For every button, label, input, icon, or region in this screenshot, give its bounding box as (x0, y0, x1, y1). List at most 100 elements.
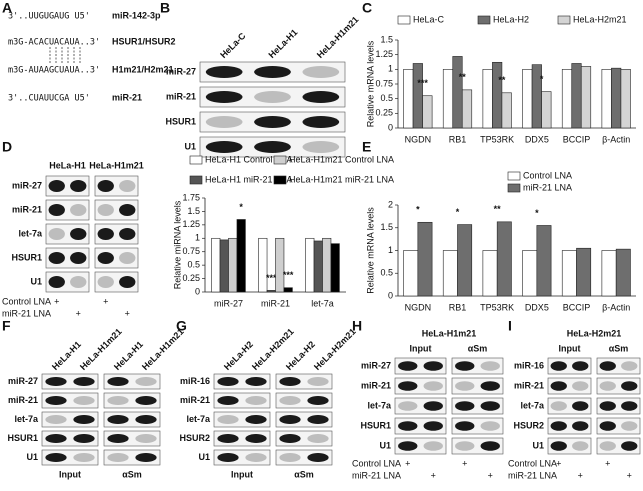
treatment-sign: + (125, 308, 130, 318)
treatment-label: miR-21 LNA (352, 470, 401, 480)
treatment-label: miR-21 LNA (508, 470, 557, 480)
x-tick-label: miR-21 (261, 298, 290, 308)
band (307, 377, 329, 386)
x-tick-label: NGDN (405, 134, 432, 144)
band (423, 441, 443, 451)
group-label: αSm (122, 469, 142, 479)
band (423, 361, 443, 371)
bar (536, 225, 552, 297)
treatment-label: Control LNA (2, 296, 51, 306)
panel-letter: I (508, 318, 512, 334)
band (599, 401, 616, 411)
y-tick-label: 0.25 (182, 273, 200, 283)
band (398, 401, 418, 411)
bar (580, 66, 592, 129)
column-label: HeLa-H1 (49, 160, 86, 170)
treatment-sign: + (76, 308, 81, 318)
band (302, 66, 340, 78)
band (480, 441, 500, 451)
band (107, 377, 129, 386)
band (97, 276, 114, 288)
row-label: U1 (184, 141, 196, 151)
bar (452, 56, 463, 129)
y-tick-label: 1.25 (375, 49, 393, 59)
bar (522, 250, 538, 297)
band (205, 91, 243, 103)
band (307, 453, 329, 462)
y-axis-label: Relative miRNA levels (172, 200, 182, 289)
band (217, 415, 239, 424)
row-label: HSUR1 (11, 252, 42, 262)
row-label: HSUR2 (513, 420, 544, 430)
band (279, 415, 301, 424)
band (119, 204, 136, 216)
row-label: let-7a (18, 228, 43, 238)
row-label: miR-21 (361, 380, 391, 390)
bar (403, 69, 414, 129)
panel-letter: A (2, 0, 12, 16)
row-label: let-7a (367, 400, 392, 410)
x-tick-label: BCCIP (563, 134, 591, 144)
legend-swatch (507, 171, 521, 181)
y-tick-label: 2 (388, 199, 393, 209)
band (119, 180, 136, 192)
blot-title: HeLa-H2m21 (567, 328, 622, 338)
treatment-sign: + (627, 470, 632, 480)
band (550, 361, 567, 371)
band (398, 361, 418, 371)
row-label: miR-16 (514, 360, 544, 370)
band (254, 116, 291, 128)
band (135, 415, 157, 424)
row-label: U1 (379, 440, 391, 450)
significance: ** (459, 72, 467, 82)
legend-swatch (273, 175, 287, 185)
x-tick-label: DDX5 (525, 134, 549, 144)
band (279, 434, 301, 443)
band (48, 204, 65, 216)
bar (492, 61, 503, 129)
panel-letter: B (160, 0, 170, 16)
band (621, 381, 638, 391)
band (480, 421, 500, 431)
band (205, 66, 243, 78)
treatment-sign: + (462, 458, 467, 468)
row-label: U1 (198, 452, 210, 462)
row-label: HSUR2 (179, 433, 210, 443)
group-label: Input (231, 469, 253, 479)
group-label: Input (559, 343, 581, 353)
x-tick-label: β-Actin (602, 302, 630, 312)
group-label: αSm (609, 343, 629, 353)
y-tick-label: 0.5 (380, 268, 393, 278)
bar (541, 91, 552, 129)
bar (403, 250, 419, 297)
band (480, 401, 500, 411)
band (217, 453, 239, 462)
treatment-sign: + (405, 458, 410, 468)
band (599, 421, 616, 431)
bar (561, 69, 573, 129)
significance: *** (283, 270, 294, 280)
significance: *** (417, 78, 428, 88)
band (245, 377, 267, 386)
y-tick-label: 0 (388, 122, 393, 132)
row-label: HSUR1 (7, 433, 38, 443)
legend-label: HeLa-C (413, 14, 445, 24)
column-label: HeLa-H2m21 (312, 326, 358, 372)
band (621, 421, 638, 431)
column-label: HeLa-H1 (50, 339, 83, 372)
band (550, 401, 567, 411)
treatment-sign: + (431, 470, 436, 480)
band (398, 381, 418, 391)
band (73, 396, 95, 405)
x-tick-label: BCCIP (563, 302, 591, 312)
group-label: Input (59, 469, 81, 479)
band (245, 396, 267, 405)
significance: *** (266, 273, 277, 283)
significance: * (535, 208, 539, 218)
band (572, 401, 589, 411)
row-label: miR-21 (166, 91, 196, 101)
band (107, 434, 129, 443)
group-label: αSm (468, 343, 488, 353)
sequence: 3'..UUGUGAUG U5' (8, 12, 90, 22)
